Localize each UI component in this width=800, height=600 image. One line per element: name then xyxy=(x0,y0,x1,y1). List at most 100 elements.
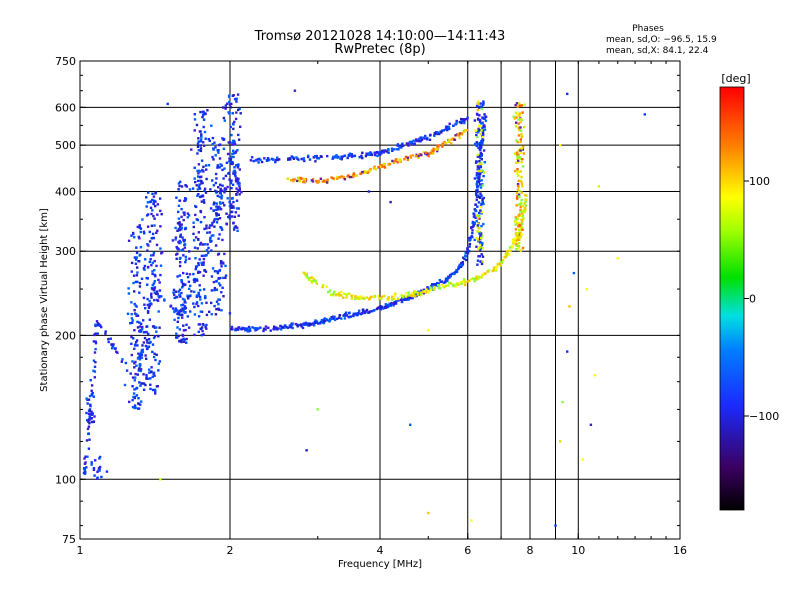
echo-point xyxy=(232,205,235,208)
echo-point xyxy=(410,292,414,295)
echo-point xyxy=(481,201,484,204)
echo-point xyxy=(467,249,471,253)
echo-point xyxy=(107,337,110,341)
echo-point xyxy=(472,215,476,218)
echo-point xyxy=(500,261,503,264)
echo-point xyxy=(478,106,481,109)
echo-point xyxy=(519,210,522,213)
echo-point xyxy=(181,236,184,239)
echo-point xyxy=(476,259,480,262)
echo-point xyxy=(368,152,371,155)
echo-point xyxy=(150,294,153,297)
echo-point xyxy=(181,249,184,252)
echo-point xyxy=(135,394,139,397)
chart-title: Tromsø 20121028 14:10:00—14:11:43 xyxy=(254,29,506,44)
echo-point xyxy=(410,140,413,143)
echo-point xyxy=(518,238,521,241)
echo-point xyxy=(523,103,526,106)
echo-point xyxy=(92,369,95,372)
echo-point xyxy=(225,212,228,215)
echo-point xyxy=(475,214,478,217)
echo-point xyxy=(432,284,436,287)
echo-point xyxy=(246,330,249,333)
echo-point xyxy=(169,305,172,308)
echo-point xyxy=(518,195,521,198)
echo-point xyxy=(518,234,521,238)
echo-point xyxy=(363,170,367,173)
echo-point xyxy=(198,183,201,186)
echo-point xyxy=(389,304,392,307)
echo-point xyxy=(235,111,238,114)
echo-point xyxy=(202,274,205,277)
echo-point xyxy=(174,307,178,310)
echo-point xyxy=(163,298,166,301)
echo-point xyxy=(481,135,484,139)
echo-point xyxy=(206,109,209,112)
echo-point xyxy=(195,301,199,304)
echo-point xyxy=(518,170,521,173)
echo-point xyxy=(495,265,499,268)
echo-point xyxy=(227,141,230,144)
echo-point xyxy=(420,153,423,157)
echo-point xyxy=(358,156,361,159)
echo-point xyxy=(365,152,368,155)
echo-point xyxy=(462,277,466,281)
echo-point xyxy=(402,296,405,299)
echo-point xyxy=(151,209,154,212)
echo-point xyxy=(204,191,208,194)
echo-point xyxy=(205,301,208,304)
echo-point xyxy=(88,408,92,411)
echo-point xyxy=(480,179,483,182)
echo-point xyxy=(293,178,297,181)
echo-point xyxy=(137,402,140,406)
echo-point xyxy=(238,168,241,171)
echo-point xyxy=(476,168,479,171)
echo-point xyxy=(391,295,394,298)
echo-point xyxy=(219,189,222,192)
echo-point xyxy=(328,319,331,323)
echo-point xyxy=(374,153,377,157)
echo-point xyxy=(152,251,156,255)
echo-point xyxy=(153,288,156,291)
echo-point xyxy=(361,156,364,160)
echo-point xyxy=(202,111,205,114)
echo-point xyxy=(475,174,478,177)
echo-point xyxy=(218,207,221,210)
echo-point xyxy=(447,140,450,143)
echo-point xyxy=(111,345,115,348)
echo-point xyxy=(248,327,251,330)
echo-point xyxy=(176,326,179,329)
echo-point xyxy=(340,175,343,178)
echo-point xyxy=(352,172,356,175)
echo-point xyxy=(418,137,421,140)
echo-point xyxy=(482,100,485,103)
echo-point xyxy=(513,117,516,120)
echo-point xyxy=(150,292,153,295)
echo-point xyxy=(517,159,520,162)
echo-point xyxy=(314,319,317,322)
echo-point xyxy=(141,325,144,329)
echo-point xyxy=(228,312,232,315)
echo-point xyxy=(139,403,142,406)
echo-point xyxy=(228,112,231,115)
echo-point xyxy=(200,261,203,265)
echo-point xyxy=(234,175,237,178)
echo-point xyxy=(480,244,483,247)
echo-point xyxy=(474,129,477,132)
echo-point xyxy=(153,335,157,338)
echo-point xyxy=(521,158,524,161)
echo-point xyxy=(456,282,459,286)
echo-point xyxy=(258,157,261,161)
echo-point xyxy=(473,222,476,226)
echo-point xyxy=(476,230,479,233)
echo-point xyxy=(310,281,314,284)
echo-point xyxy=(434,131,437,135)
echo-point xyxy=(208,238,212,242)
echo-point xyxy=(236,226,239,229)
echo-point xyxy=(230,215,234,218)
echo-point xyxy=(221,261,224,264)
echo-point xyxy=(195,184,198,187)
echo-point xyxy=(214,270,218,273)
echo-point xyxy=(199,149,203,153)
echo-point xyxy=(194,180,197,184)
